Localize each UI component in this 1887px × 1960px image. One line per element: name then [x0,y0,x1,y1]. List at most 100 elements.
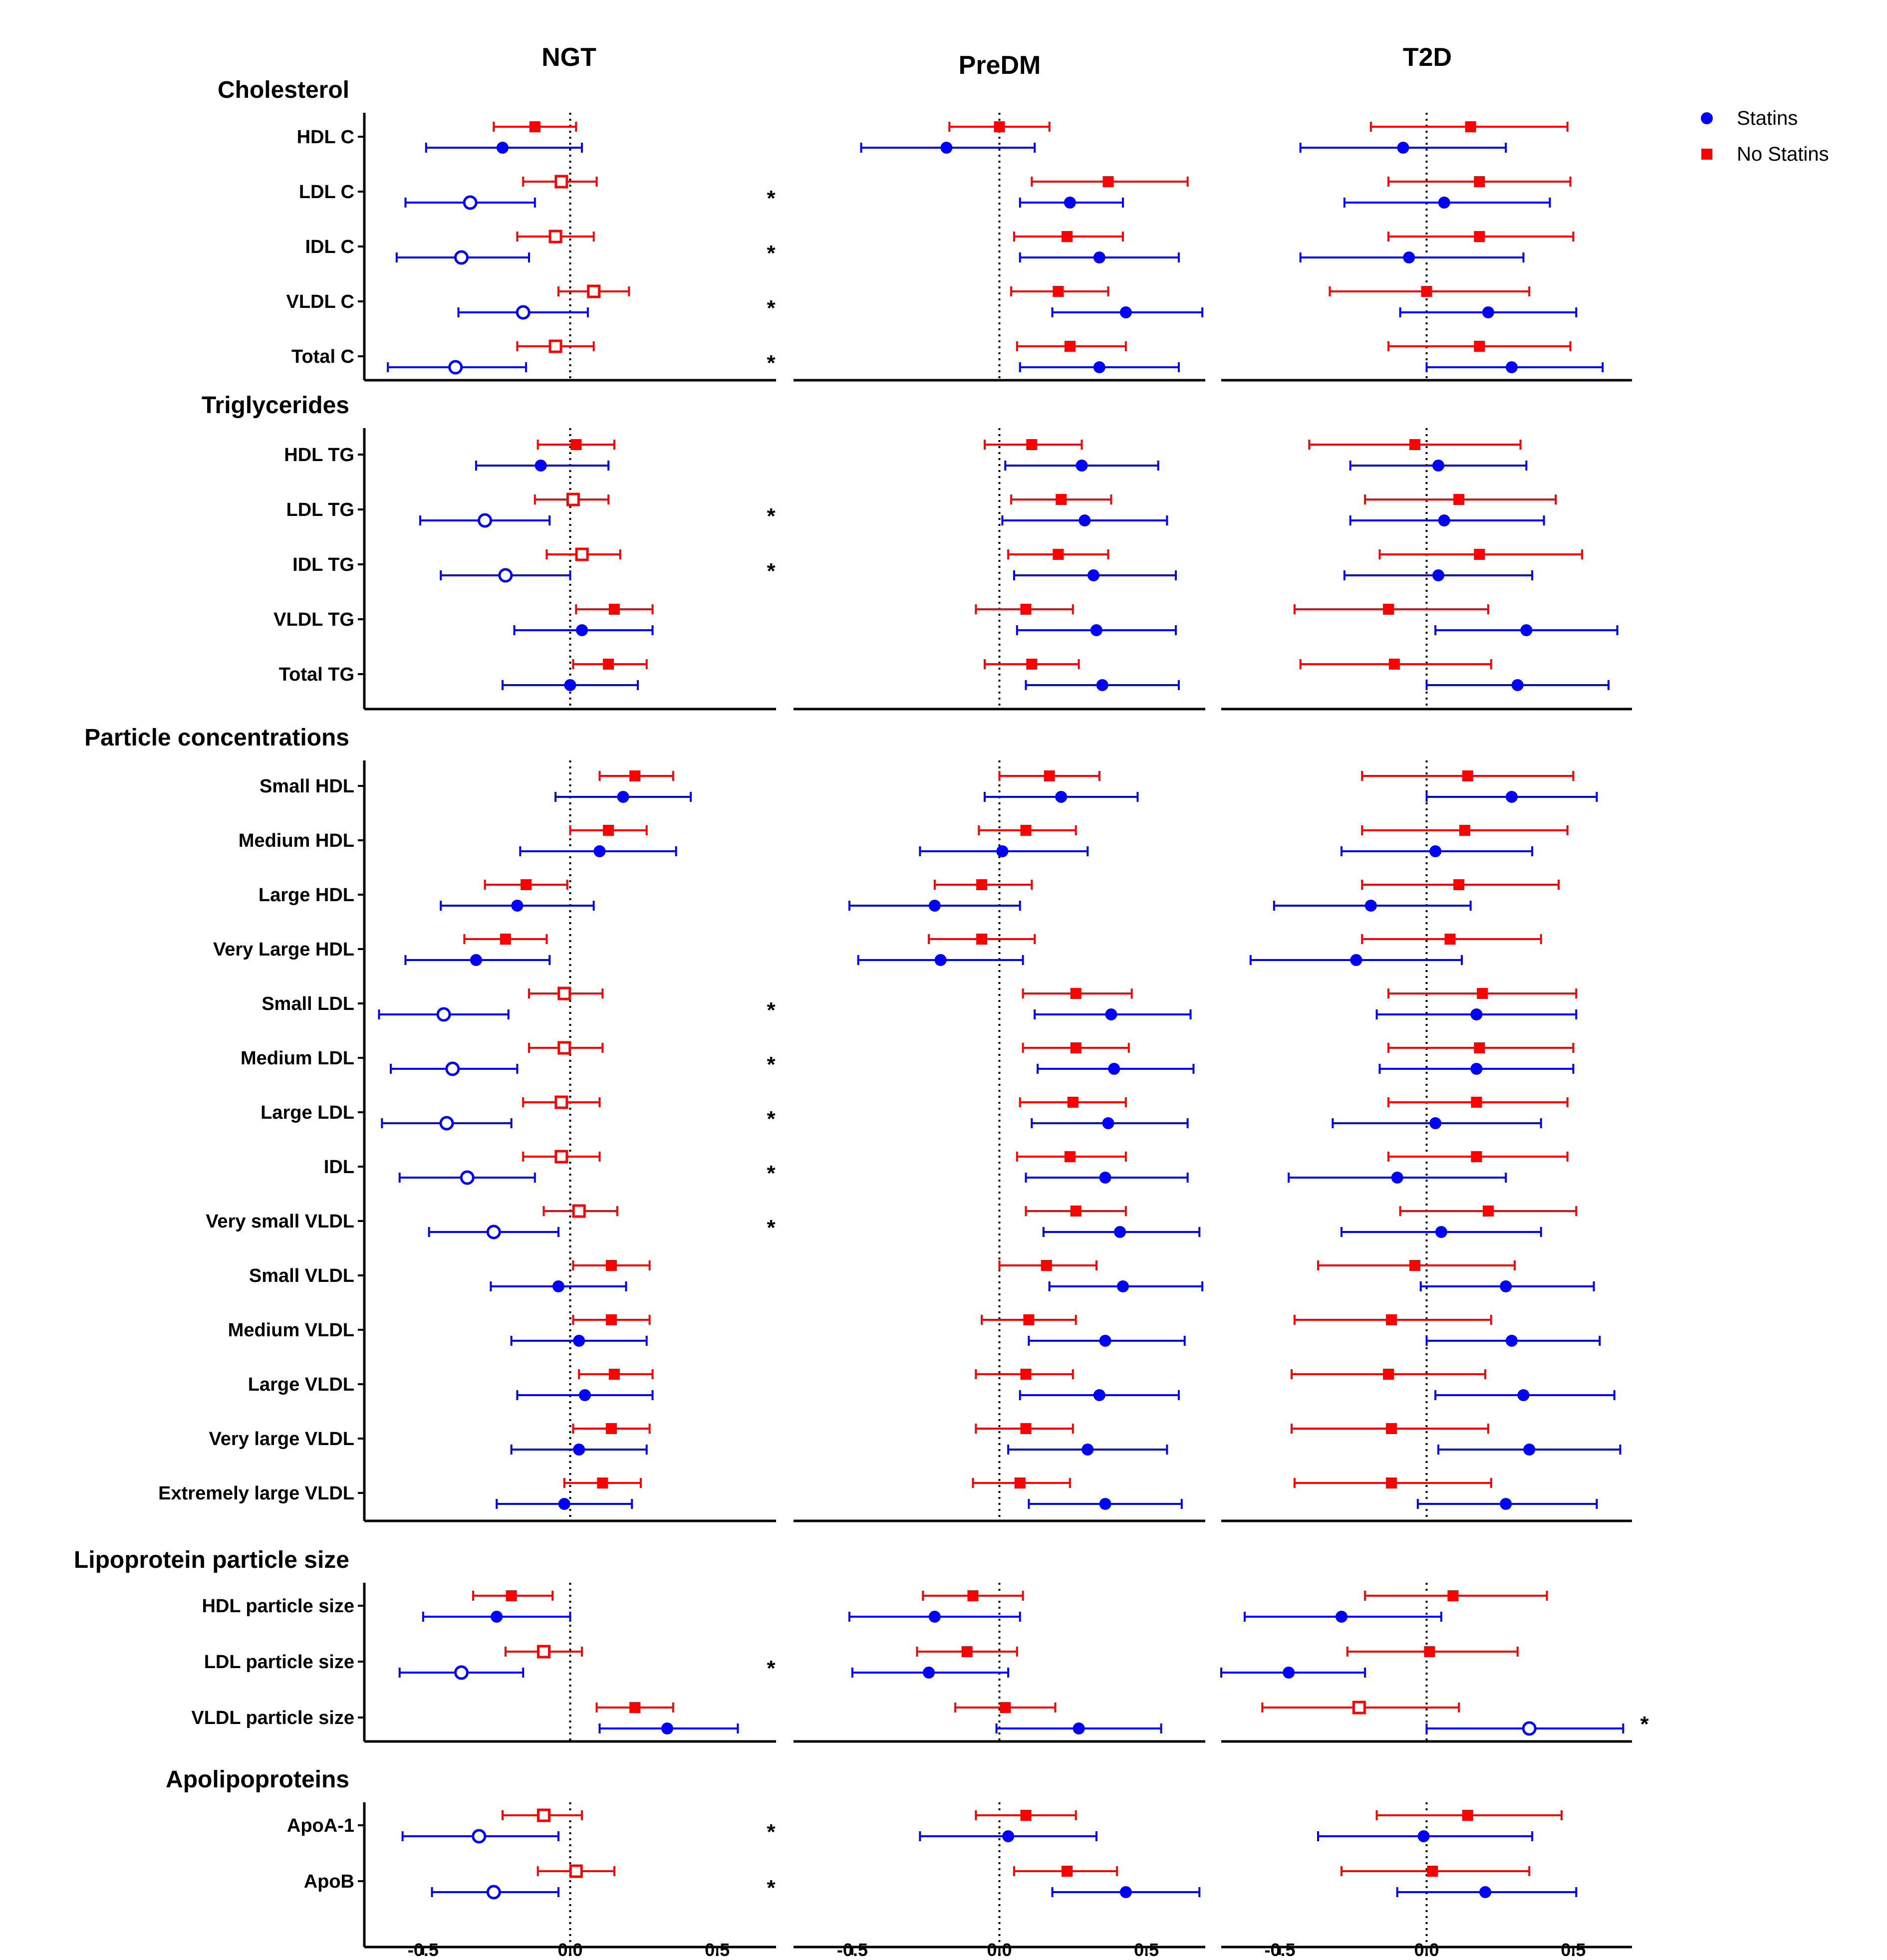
row-label: ApoA-1 [287,1815,354,1836]
row-label: VLDL C [286,291,354,312]
x-tick-label: 0.5 [1134,1940,1159,1960]
point-estimate-statins [1073,1722,1085,1734]
legend-label: No Statins [1737,143,1829,165]
point-estimate-no-statins [1020,825,1032,836]
row-label: IDL [324,1157,354,1178]
point-estimate-statins [593,845,606,857]
point-estimate-no-statins [1044,770,1055,781]
point-estimate-no-statins [603,659,614,670]
point-estimate-no-statins [537,1645,550,1659]
group-title: Lipoprotein particle size [74,1547,349,1573]
x-tick-label: -0.5 [837,1940,868,1960]
point-estimate-statins [498,568,513,583]
point-estimate-no-statins [1453,879,1465,890]
point-estimate-statins [1470,1063,1483,1075]
point-estimate-no-statins [608,1369,620,1380]
significance-star: * [767,1820,776,1844]
point-estimate-statins [1517,1389,1530,1401]
x-tick-label: 0.5 [1561,1940,1586,1960]
column-header: T2D [1403,43,1452,72]
row-label: Very large VLDL [209,1429,354,1450]
point-estimate-statins [1522,1721,1537,1736]
x-tick-label: 0.0 [1414,1940,1439,1960]
point-estimate-statins [1064,197,1076,209]
x-tick-label: 0.0 [987,1940,1012,1960]
point-estimate-no-statins [629,1702,641,1713]
row-label: Extremely large VLDL [158,1483,354,1504]
point-estimate-no-statins [575,547,589,561]
point-estimate-statins [470,954,482,966]
column-header: PreDM [959,51,1041,80]
point-estimate-statins [1435,1226,1447,1238]
significance-star: * [767,1876,776,1900]
point-estimate-no-statins [1064,341,1076,352]
point-estimate-statins [573,1335,585,1347]
point-estimate-no-statins [606,1423,617,1434]
point-estimate-statins [1119,1886,1132,1898]
point-estimate-no-statins [1388,659,1400,670]
point-estimate-statins [578,1389,591,1401]
point-estimate-statins [486,1225,501,1239]
point-estimate-no-statins [1020,1369,1032,1380]
point-estimate-no-statins [606,1260,617,1271]
point-estimate-no-statins [1482,1206,1494,1217]
row-label: HDL particle size [202,1596,354,1617]
point-estimate-no-statins [566,492,580,506]
point-estimate-statins [1002,1830,1015,1842]
point-estimate-no-statins [1041,1260,1052,1271]
point-estimate-statins [1081,1444,1094,1456]
point-estimate-no-statins [1383,1369,1394,1380]
significance-star: * [767,504,776,528]
point-estimate-statins [1511,679,1524,691]
group-title: Apolipoproteins [166,1766,349,1793]
point-estimate-no-statins [603,825,614,836]
point-estimate-statins [445,1061,460,1076]
point-estimate-no-statins [1064,1151,1076,1162]
point-estimate-no-statins [1424,1646,1435,1657]
legend-label: Statins [1737,107,1798,129]
point-estimate-statins [576,624,588,636]
point-estimate-statins [1090,624,1102,636]
significance-star: * [767,1216,776,1240]
point-estimate-statins [558,1498,570,1510]
row-label: Medium HDL [239,830,354,851]
significance-star: * [767,1161,776,1186]
point-estimate-statins [940,142,953,154]
point-estimate-statins [1500,1280,1512,1292]
point-estimate-statins [1119,306,1132,318]
x-tick-label: -0.5 [1265,1940,1296,1960]
point-estimate-statins [1096,679,1108,691]
point-estimate-statins [1364,900,1377,912]
row-label: HDL C [297,127,354,148]
point-estimate-statins [535,460,547,472]
point-estimate-no-statins [1462,770,1473,781]
point-estimate-no-statins [557,1041,571,1055]
point-estimate-statins [1283,1667,1295,1679]
point-estimate-no-statins [1062,231,1073,242]
point-estimate-statins [1391,1172,1403,1184]
point-estimate-statins [1520,624,1533,636]
point-estimate-statins [617,791,629,803]
point-estimate-no-statins [1385,1314,1397,1325]
point-estimate-no-statins [1471,1151,1482,1162]
point-estimate-no-statins [506,1590,517,1601]
point-estimate-no-statins [587,284,601,298]
point-estimate-no-statins [1474,549,1485,560]
point-estimate-no-statins [606,1314,617,1325]
row-label: ApoB [304,1871,354,1892]
point-estimate-no-statins [570,439,582,450]
point-estimate-no-statins [529,121,540,132]
point-estimate-no-statins [557,986,571,1000]
row-label: Large HDL [259,885,354,906]
row-label: Very small VLDL [206,1211,354,1232]
point-estimate-statins [552,1280,564,1292]
point-estimate-no-statins [1062,1866,1073,1877]
point-estimate-statins [1432,569,1445,581]
significance-star: * [1640,1712,1649,1736]
x-tick-label: -0.5 [408,1940,439,1960]
point-estimate-statins [1093,251,1105,263]
row-label: IDL C [305,237,354,257]
row-label: Medium LDL [241,1048,354,1069]
point-estimate-no-statins [1102,176,1114,187]
